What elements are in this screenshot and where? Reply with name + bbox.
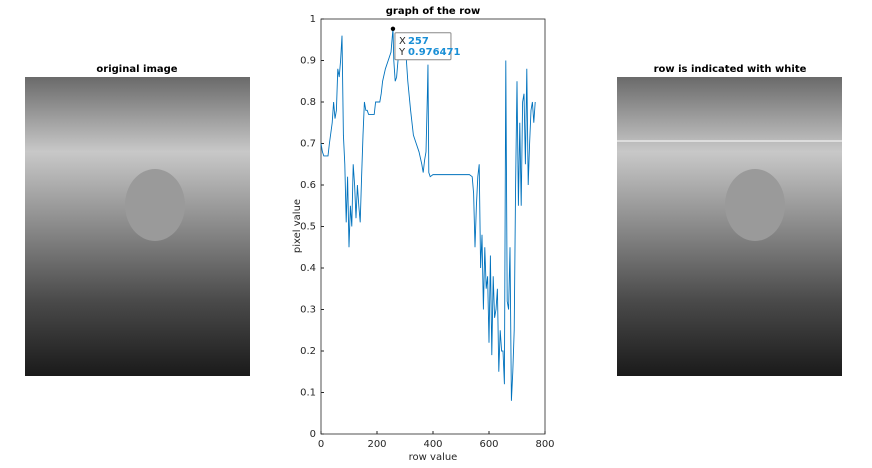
datatip-x-value: 257 [408, 36, 429, 47]
x-tick-label: 0 [318, 439, 324, 450]
data-line [320, 28, 536, 401]
y-tick-label: 0 [310, 429, 316, 440]
face [125, 169, 185, 241]
x-axis-label: row value [409, 452, 458, 463]
y-axis-label: pixel value [292, 199, 303, 253]
y-tick-label: 0.6 [300, 180, 316, 191]
x-tick-label: 600 [479, 439, 498, 450]
datatip-box [394, 32, 452, 61]
x-tick-label: 800 [535, 439, 554, 450]
y-tick-label: 1 [310, 14, 316, 25]
y-tick-label: 0.1 [300, 388, 316, 399]
chart-title: graph of the row [386, 6, 481, 17]
y-tick-label: 0.2 [300, 346, 316, 357]
y-tick-label: 0.9 [300, 56, 316, 67]
row-image [617, 77, 842, 376]
image-title: row is indicated with white [654, 64, 807, 75]
datatip-marker [390, 26, 396, 31]
face [725, 169, 785, 241]
y-tick-label: 0.3 [300, 305, 316, 316]
y-tick-label: 0.5 [300, 222, 316, 233]
y-tick-label: 0.8 [300, 97, 316, 108]
axes-box [320, 18, 546, 435]
y-tick-label: 0.7 [300, 139, 316, 150]
datatip-y-label: Y [398, 47, 406, 58]
image-title: original image [96, 64, 177, 75]
datatip-x-label: X [399, 36, 406, 47]
x-tick-label: 200 [367, 439, 386, 450]
y-tick-label: 0.4 [300, 263, 316, 274]
x-tick-label: 400 [423, 439, 442, 450]
datatip-y-value: 0.976471 [408, 47, 461, 58]
